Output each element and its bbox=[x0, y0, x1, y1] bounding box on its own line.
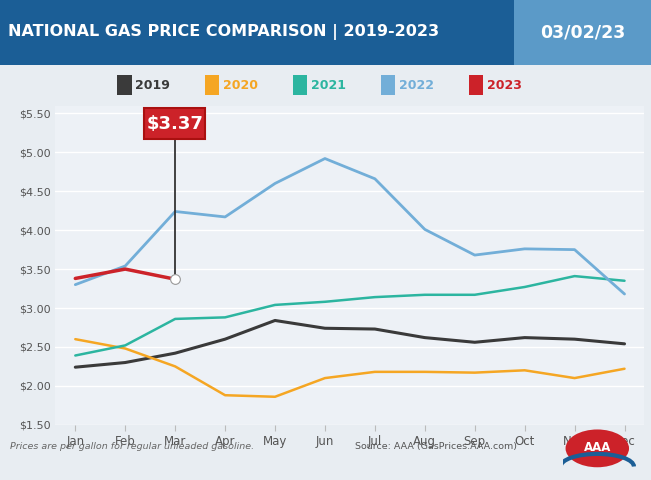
Text: 2020: 2020 bbox=[223, 79, 258, 92]
Bar bbox=[381, 75, 395, 96]
Bar bbox=[514, 0, 651, 65]
Bar bbox=[469, 75, 483, 96]
Text: 2023: 2023 bbox=[487, 79, 522, 92]
Bar bbox=[0, 0, 514, 65]
Text: 2019: 2019 bbox=[135, 79, 171, 92]
Text: AAA: AAA bbox=[583, 441, 611, 454]
Text: 2022: 2022 bbox=[399, 79, 434, 92]
Text: 2021: 2021 bbox=[311, 79, 346, 92]
Bar bbox=[205, 75, 219, 96]
Bar bbox=[293, 75, 307, 96]
Text: $3.37: $3.37 bbox=[146, 115, 203, 132]
Text: NATIONAL GAS PRICE COMPARISON | 2019-2023: NATIONAL GAS PRICE COMPARISON | 2019-202… bbox=[8, 24, 439, 40]
Text: Prices are per gallon for regular unleaded gasoline.: Prices are per gallon for regular unlead… bbox=[10, 443, 254, 451]
Text: Source: AAA (GasPrices.AAA.com): Source: AAA (GasPrices.AAA.com) bbox=[355, 443, 517, 451]
Ellipse shape bbox=[566, 430, 629, 467]
FancyBboxPatch shape bbox=[145, 108, 205, 139]
Bar bbox=[117, 75, 132, 96]
Text: 03/02/23: 03/02/23 bbox=[540, 24, 625, 41]
